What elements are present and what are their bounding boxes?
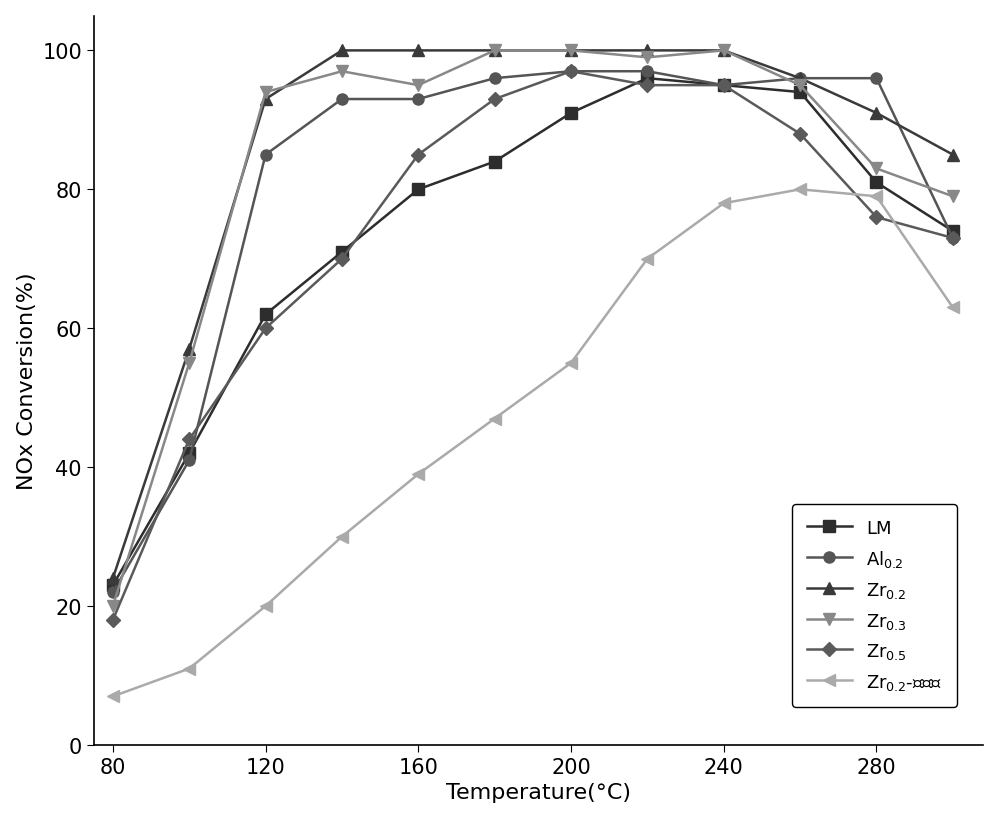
- LM: [565, 109, 577, 119]
- Al$_{0.2}$: [794, 75, 806, 84]
- LM: [412, 185, 424, 195]
- Zr$_{0.2}$-有机胺: [718, 199, 730, 209]
- Zr$_{0.3}$: [641, 53, 653, 63]
- Zr$_{0.2}$: [412, 47, 424, 57]
- LM: [489, 157, 501, 167]
- Zr$_{0.2}$: [107, 573, 119, 583]
- Zr$_{0.2}$: [565, 47, 577, 57]
- Zr$_{0.2}$: [183, 345, 195, 355]
- Al$_{0.2}$: [718, 81, 730, 91]
- LM: [870, 179, 882, 188]
- Al$_{0.2}$: [183, 455, 195, 465]
- Legend: LM, Al$_{0.2}$, Zr$_{0.2}$, Zr$_{0.3}$, Zr$_{0.5}$, Zr$_{0.2}$-有机胺: LM, Al$_{0.2}$, Zr$_{0.2}$, Zr$_{0.3}$, …: [792, 505, 957, 707]
- Al$_{0.2}$: [641, 67, 653, 77]
- Al$_{0.2}$: [336, 95, 348, 105]
- Zr$_{0.5}$: [183, 435, 195, 445]
- LM: [260, 310, 272, 320]
- Zr$_{0.2}$-有机胺: [565, 359, 577, 369]
- Zr$_{0.5}$: [565, 67, 577, 77]
- Zr$_{0.2}$-有机胺: [412, 469, 424, 479]
- Zr$_{0.3}$: [489, 47, 501, 57]
- Al$_{0.2}$: [412, 95, 424, 105]
- LM: [336, 247, 348, 257]
- Line: LM: LM: [107, 74, 958, 591]
- Zr$_{0.5}$: [718, 81, 730, 91]
- Zr$_{0.2}$: [489, 47, 501, 57]
- Y-axis label: NOx Conversion(%): NOx Conversion(%): [17, 272, 37, 490]
- Zr$_{0.5}$: [336, 255, 348, 265]
- LM: [641, 75, 653, 84]
- Zr$_{0.2}$: [870, 109, 882, 119]
- Zr$_{0.3}$: [794, 81, 806, 91]
- Zr$_{0.3}$: [718, 47, 730, 57]
- Zr$_{0.3}$: [183, 359, 195, 369]
- Zr$_{0.2}$-有机胺: [183, 664, 195, 674]
- Al$_{0.2}$: [565, 67, 577, 77]
- Zr$_{0.5}$: [947, 233, 959, 243]
- Line: Al$_{0.2}$: Al$_{0.2}$: [107, 66, 958, 598]
- LM: [183, 449, 195, 459]
- LM: [107, 581, 119, 590]
- Al$_{0.2}$: [870, 75, 882, 84]
- Al$_{0.2}$: [107, 587, 119, 597]
- Zr$_{0.2}$: [336, 47, 348, 57]
- Zr$_{0.5}$: [641, 81, 653, 91]
- Zr$_{0.2}$-有机胺: [641, 255, 653, 265]
- Zr$_{0.2}$: [947, 151, 959, 161]
- Zr$_{0.5}$: [794, 129, 806, 139]
- Line: Zr$_{0.3}$: Zr$_{0.3}$: [107, 45, 959, 613]
- Zr$_{0.2}$: [718, 47, 730, 57]
- Zr$_{0.2}$: [794, 75, 806, 84]
- Zr$_{0.3}$: [260, 88, 272, 98]
- Zr$_{0.2}$-有机胺: [107, 691, 119, 701]
- Zr$_{0.3}$: [412, 81, 424, 91]
- Line: Zr$_{0.2}$: Zr$_{0.2}$: [107, 45, 959, 585]
- Zr$_{0.3}$: [565, 47, 577, 57]
- Zr$_{0.2}$-有机胺: [794, 185, 806, 195]
- Zr$_{0.2}$-有机胺: [489, 414, 501, 424]
- LM: [947, 227, 959, 237]
- Zr$_{0.5}$: [489, 95, 501, 105]
- X-axis label: Temperature(°C): Temperature(°C): [446, 782, 631, 803]
- Zr$_{0.2}$-有机胺: [870, 192, 882, 202]
- Zr$_{0.5}$: [260, 324, 272, 333]
- Zr$_{0.2}$-有机胺: [336, 532, 348, 542]
- Zr$_{0.2}$: [260, 95, 272, 105]
- Al$_{0.2}$: [947, 233, 959, 243]
- Zr$_{0.3}$: [107, 601, 119, 611]
- Zr$_{0.3}$: [870, 165, 882, 174]
- Zr$_{0.3}$: [947, 192, 959, 202]
- LM: [718, 81, 730, 91]
- LM: [794, 88, 806, 98]
- Zr$_{0.5}$: [412, 151, 424, 161]
- Zr$_{0.2}$-有机胺: [947, 303, 959, 313]
- Zr$_{0.2}$: [641, 47, 653, 57]
- Line: Zr$_{0.5}$: Zr$_{0.5}$: [108, 67, 958, 625]
- Line: Zr$_{0.2}$-有机胺: Zr$_{0.2}$-有机胺: [107, 183, 959, 703]
- Al$_{0.2}$: [260, 151, 272, 161]
- Zr$_{0.5}$: [107, 615, 119, 625]
- Zr$_{0.5}$: [870, 213, 882, 223]
- Zr$_{0.3}$: [336, 67, 348, 77]
- Zr$_{0.2}$-有机胺: [260, 601, 272, 611]
- Al$_{0.2}$: [489, 75, 501, 84]
